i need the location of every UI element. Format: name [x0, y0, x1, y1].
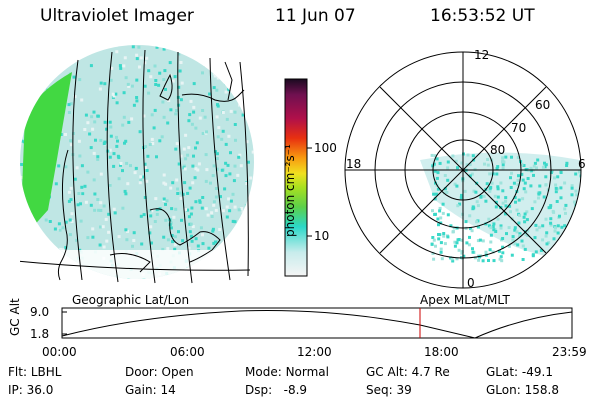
colorbar-tick-100: 100	[314, 141, 337, 155]
info-glat: GLat: -49.1	[486, 365, 553, 379]
polar-plot	[344, 51, 582, 289]
info-glon: GLon: 158.8	[486, 383, 559, 397]
mlt-label-0: 0	[467, 276, 475, 290]
alt-ylabel: GC Alt	[8, 298, 22, 336]
mlt-label-6: 6	[578, 157, 586, 171]
lat-label-60: 60	[535, 98, 551, 112]
info-ip: IP: 36.0	[8, 383, 54, 397]
info-door: Door: Open	[125, 365, 194, 379]
mlt-label-12: 12	[474, 48, 490, 62]
app-title: Ultraviolet Imager	[40, 6, 194, 26]
geographic-map	[4, 45, 254, 284]
alt-xtick-4: 23:59	[552, 345, 587, 359]
info-dsp: Dsp: -8.9	[245, 383, 308, 397]
bright-aurora-region	[22, 72, 72, 230]
header-time: 16:53:52 UT	[430, 6, 535, 26]
info-seq: Seq: 39	[366, 383, 412, 397]
lat-label-70: 70	[511, 121, 527, 135]
mlt-label-18: 18	[346, 157, 362, 171]
alt-ytick-high: 9.0	[30, 305, 50, 319]
alt-xtick-0: 00:00	[42, 345, 77, 359]
info-gc-alt: GC Alt: 4.7 Re	[366, 365, 450, 379]
info-gain: Gain: 14	[125, 383, 176, 397]
colorbar	[284, 78, 312, 277]
polar-label: Apex MLat/MLT	[420, 293, 510, 307]
alt-xtick-3: 18:00	[424, 345, 459, 359]
altitude-curve	[61, 310, 573, 339]
colorbar-unit-label: photon cm⁻²s⁻¹	[283, 144, 297, 237]
colorbar-tick-10: 10	[314, 229, 330, 243]
alt-xtick-1: 06:00	[170, 345, 205, 359]
lat-label-80: 80	[490, 143, 506, 157]
info-flt: Flt: LBHL	[8, 365, 62, 379]
header-date: 11 Jun 07	[275, 6, 356, 26]
altitude-plot	[61, 307, 573, 339]
map-label: Geographic Lat/Lon	[72, 293, 190, 307]
alt-ytick-low: 1.8	[30, 327, 50, 341]
alt-xtick-2: 12:00	[297, 345, 332, 359]
info-mode: Mode: Normal	[245, 365, 329, 379]
